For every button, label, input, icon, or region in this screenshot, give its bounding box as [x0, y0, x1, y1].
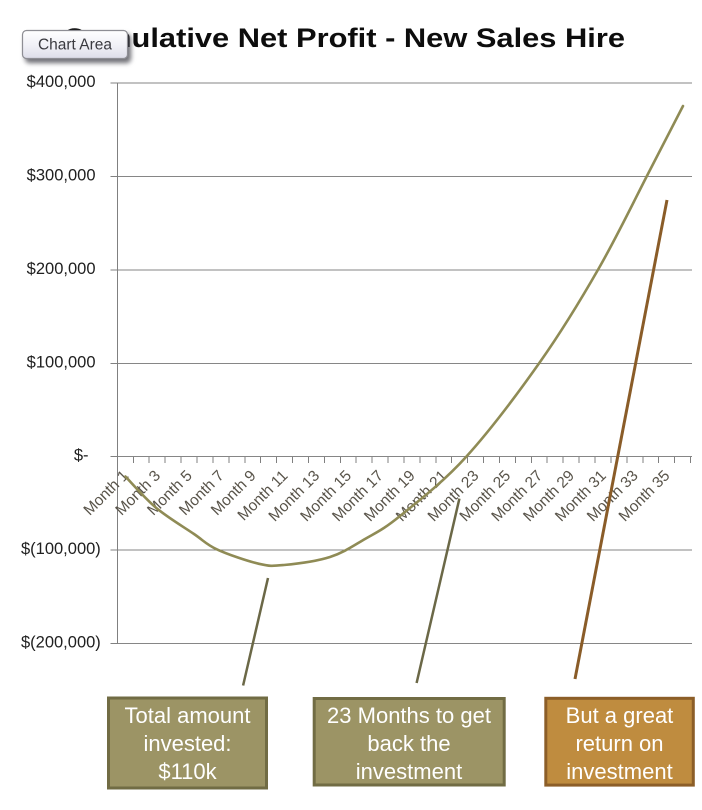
svg-text:$400,000: $400,000 [27, 73, 96, 91]
svg-text:$(200,000): $(200,000) [21, 633, 101, 651]
svg-text:$200,000: $200,000 [27, 260, 96, 278]
svg-text:$100,000: $100,000 [27, 354, 96, 372]
svg-text:investment: investment [566, 759, 672, 784]
svg-text:back the: back the [367, 731, 450, 756]
svg-text:23 Months to get: 23 Months to get [327, 703, 491, 728]
svg-text:Total amount: Total amount [125, 703, 251, 728]
svg-text:invested:: invested: [143, 731, 231, 756]
svg-text:Chart Area: Chart Area [38, 37, 112, 54]
svg-text:$-: $- [74, 447, 89, 465]
svg-text:Cumulative Net Profit - New Sa: Cumulative Net Profit - New Sales Hire [63, 23, 625, 53]
svg-text:$300,000: $300,000 [27, 167, 96, 185]
svg-text:But a great: But a great [566, 703, 674, 728]
svg-text:$110k: $110k [158, 759, 217, 784]
svg-text:$(100,000): $(100,000) [21, 540, 101, 558]
svg-text:return on: return on [575, 731, 663, 756]
svg-text:investment: investment [356, 759, 462, 784]
